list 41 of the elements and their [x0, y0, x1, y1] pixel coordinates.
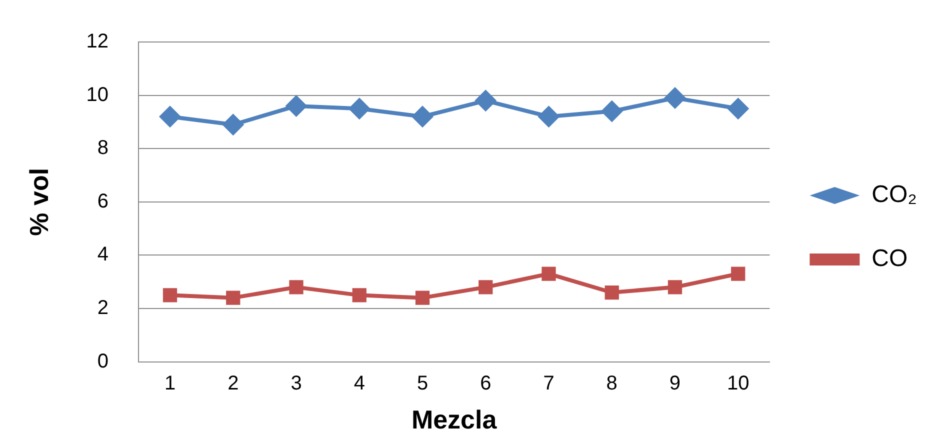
- point: [412, 106, 434, 128]
- point: [226, 290, 240, 305]
- point: [159, 106, 182, 128]
- point: [474, 90, 497, 112]
- x-tick-label: 6: [480, 372, 492, 394]
- point: [542, 266, 556, 281]
- point: [478, 280, 493, 294]
- x-tick-label: 5: [416, 372, 428, 394]
- point: [415, 290, 430, 305]
- point: [162, 288, 178, 302]
- y-tick-label: 12: [86, 30, 108, 53]
- point: [731, 266, 746, 281]
- point: [285, 94, 308, 117]
- y-tick-label: 0: [97, 350, 108, 372]
- y-tick-label: 6: [97, 190, 108, 212]
- y-tick-label: 4: [97, 244, 108, 266]
- x-tick-label: 3: [290, 372, 302, 394]
- y-tick-label: 8: [97, 137, 108, 160]
- y-tick-label: 10: [86, 84, 108, 106]
- point: [727, 98, 750, 120]
- point: [664, 86, 686, 109]
- x-tick-label: 2: [228, 372, 239, 394]
- y-axis-title: % vol: [24, 168, 54, 236]
- x-tick-label: 9: [669, 372, 681, 394]
- point: [604, 285, 619, 300]
- x-tick-label: 4: [354, 372, 365, 394]
- point: [289, 280, 304, 294]
- x-tick-label: 8: [606, 372, 618, 394]
- point: [668, 280, 682, 294]
- x-axis-title: Mezcla: [411, 404, 498, 435]
- point: [352, 288, 366, 302]
- legend-label: CO: [872, 245, 908, 272]
- point: [538, 106, 560, 128]
- point: [348, 98, 370, 120]
- y-tick-label: 2: [97, 297, 108, 320]
- x-tick-label: 7: [543, 372, 554, 394]
- x-tick-label: 10: [726, 372, 750, 394]
- point: [222, 114, 244, 136]
- x-tick-label: 1: [164, 372, 176, 394]
- legend-label: CO₂: [872, 181, 918, 208]
- point: [600, 100, 623, 122]
